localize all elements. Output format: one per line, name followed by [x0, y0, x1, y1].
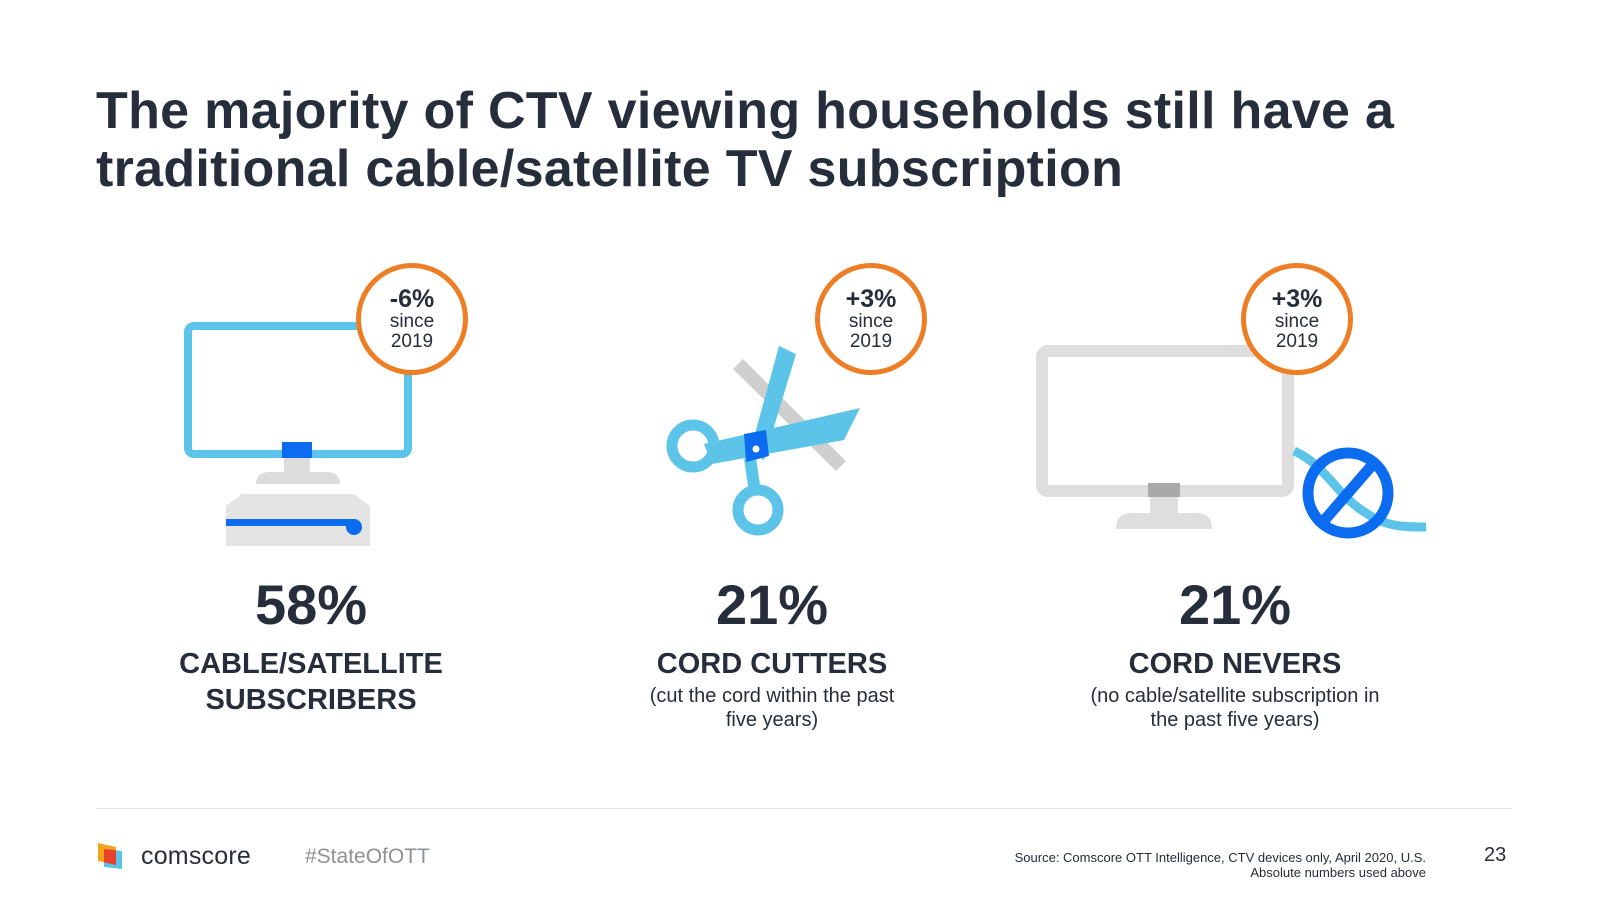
scissors-cutting-cord-icon [666, 342, 866, 547]
change-value: +3% [845, 285, 897, 313]
stat-note-line-2: the past five years) [1150, 709, 1320, 731]
slide-title: The majority of CTV viewing households s… [96, 82, 1516, 198]
brand-name: comscore [141, 842, 251, 870]
stat-note: (cut the cord within the past five years… [572, 684, 972, 732]
source-line-2: Absolute numbers used above [1250, 865, 1426, 880]
change-badge: -6% since 2019 [356, 263, 468, 375]
footer-divider [96, 808, 1512, 809]
stat-note-line-2: five years) [725, 709, 819, 731]
stat-percent: 21% [715, 573, 829, 636]
monitor-with-cable-box-icon [184, 322, 414, 557]
change-year: 2019 [1275, 331, 1319, 352]
stat-label-line-2: SUBSCRIBERS [205, 684, 417, 716]
stat-label: CABLE/SATELLITE SUBSCRIBERS [111, 646, 511, 718]
page-number: 23 [1484, 844, 1507, 866]
source-line-1: Source: Comscore OTT Intelligence, CTV d… [1014, 850, 1426, 865]
change-value: +3% [1271, 285, 1323, 313]
stat-note-line-1: (cut the cord within the past [649, 685, 895, 707]
slide-title-line-1: The majority of CTV viewing households s… [96, 82, 1395, 140]
change-since: since [1274, 311, 1320, 332]
change-badge: +3% since 2019 [815, 263, 927, 375]
slide-title-line-2: traditional cable/satellite TV subscript… [96, 140, 1124, 198]
stat-percent: 58% [254, 573, 368, 636]
change-value: -6% [389, 285, 435, 313]
source-note: Source: Comscore OTT Intelligence, CTV d… [860, 850, 1426, 880]
change-year: 2019 [849, 331, 893, 352]
stat-note: (no cable/satellite subscription in the … [1035, 684, 1435, 732]
change-badge: +3% since 2019 [1241, 263, 1353, 375]
stat-cable-satellite: 58% CABLE/SATELLITE SUBSCRIBERS [111, 574, 511, 718]
change-year: 2019 [390, 331, 434, 352]
stat-cord-nevers: 21% CORD NEVERS (no cable/satellite subs… [1035, 574, 1435, 732]
comscore-logo-icon [96, 841, 132, 876]
stat-label-line-1: CABLE/SATELLITE [179, 648, 443, 680]
stat-cord-cutters: 21% CORD CUTTERS (cut the cord within th… [572, 574, 972, 732]
change-since: since [848, 311, 894, 332]
stat-label: CORD CUTTERS [656, 648, 888, 680]
hashtag: #StateOfOTT [305, 845, 430, 868]
stat-percent: 21% [1178, 573, 1292, 636]
stat-note-line-1: (no cable/satellite subscription in [1090, 685, 1380, 707]
change-since: since [389, 311, 435, 332]
stat-label: CORD NEVERS [1128, 648, 1342, 680]
monitor-no-cable-icon [1036, 345, 1436, 550]
